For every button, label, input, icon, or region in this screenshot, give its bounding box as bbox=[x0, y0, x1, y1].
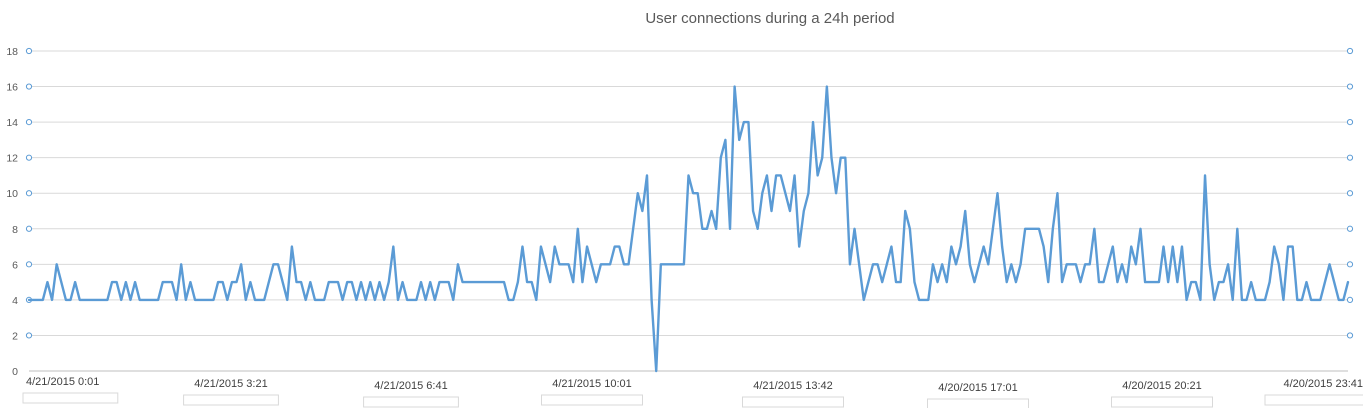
y-tick-label: 18 bbox=[6, 46, 18, 58]
x-tick-label: 4/20/2015 17:01 bbox=[938, 382, 1018, 394]
selection-handles[interactable] bbox=[25, 47, 1354, 339]
x-label-box bbox=[541, 394, 643, 406]
right-resize-handle[interactable] bbox=[1346, 83, 1354, 90]
left-resize-handle[interactable] bbox=[25, 261, 33, 268]
right-resize-handle[interactable] bbox=[1346, 296, 1354, 303]
x-label-box bbox=[363, 396, 459, 408]
x-tick-label: 4/21/2015 3:21 bbox=[194, 378, 267, 390]
right-resize-handle[interactable] bbox=[1346, 154, 1354, 161]
x-tick-label: 4/20/2015 20:21 bbox=[1122, 380, 1202, 392]
x-axis-labels: 4/21/2015 0:01 4/21/2015 3:21 4/21/2015 6:… bbox=[22, 376, 1363, 408]
right-resize-handle[interactable] bbox=[1346, 225, 1354, 232]
left-resize-handle[interactable] bbox=[25, 83, 33, 90]
x-label-box bbox=[1264, 394, 1363, 406]
left-resize-handle[interactable] bbox=[25, 225, 33, 232]
y-tick-label: 16 bbox=[6, 82, 18, 94]
y-tick-label: 0 bbox=[12, 366, 18, 378]
series-group bbox=[27, 85, 1350, 373]
y-tick-label: 8 bbox=[12, 224, 18, 236]
left-resize-handle[interactable] bbox=[25, 190, 33, 197]
left-resize-handle[interactable] bbox=[25, 154, 33, 161]
x-tick-label: 4/21/2015 0:01 bbox=[26, 376, 99, 388]
left-resize-handle[interactable] bbox=[25, 332, 33, 339]
chart-title: User connections during a 24h period bbox=[645, 10, 894, 27]
x-tick-label: 4/21/2015 13:42 bbox=[753, 380, 833, 392]
right-resize-handle[interactable] bbox=[1346, 332, 1354, 339]
x-tick-label: 4/20/2015 23:41 bbox=[1283, 378, 1363, 390]
y-tick-label: 6 bbox=[12, 259, 18, 271]
right-resize-handle[interactable] bbox=[1346, 47, 1354, 55]
gridlines bbox=[29, 50, 1348, 372]
left-resize-handle[interactable] bbox=[25, 47, 33, 55]
y-tick-label: 12 bbox=[6, 153, 18, 165]
y-tick-label: 4 bbox=[12, 295, 18, 307]
y-tick-label: 14 bbox=[6, 117, 18, 129]
right-resize-handle[interactable] bbox=[1346, 261, 1354, 268]
x-label-box bbox=[22, 392, 119, 404]
y-axis-ticks: 0 2 4 6 8 10 12 14 16 18 bbox=[6, 46, 18, 378]
x-label-box bbox=[742, 396, 844, 408]
x-label-box bbox=[183, 394, 279, 406]
x-tick-label: 4/21/2015 10:01 bbox=[552, 378, 632, 390]
series-line bbox=[27, 85, 1350, 373]
right-resize-handle[interactable] bbox=[1346, 190, 1354, 197]
x-label-box bbox=[927, 398, 1029, 408]
right-resize-handle[interactable] bbox=[1346, 119, 1354, 126]
x-label-box bbox=[1111, 396, 1213, 408]
x-tick-label: 4/21/2015 6:41 bbox=[374, 380, 447, 392]
left-resize-handle[interactable] bbox=[25, 119, 33, 126]
y-tick-label: 2 bbox=[12, 330, 18, 342]
y-tick-label: 10 bbox=[6, 188, 18, 200]
